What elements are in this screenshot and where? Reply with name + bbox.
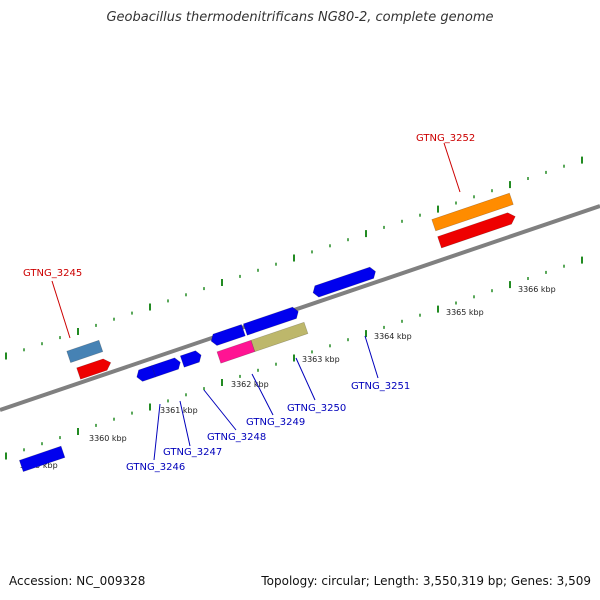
kbp-label-3362: 3362 kbp: [231, 380, 269, 389]
leader-line-gtng-3252: [443, 142, 461, 193]
gene-gtng-3246-feature: [136, 365, 157, 382]
gene-gtng-3250-feature: [242, 306, 299, 336]
gene-label-gtng-3247[interactable]: GTNG_3247: [163, 447, 222, 458]
map-title: Geobacillus thermodenitrificans NG80-2, …: [106, 10, 494, 25]
gene-label-gtng-3251[interactable]: GTNG_3251: [351, 381, 410, 392]
leader-line-gtng-3245: [51, 280, 71, 339]
kbp-label-3360: 3360 kbp: [89, 434, 127, 443]
leader-line-gtng-3246: [153, 403, 161, 461]
leader-line-gtng-3248: [203, 389, 237, 431]
gene-blue-left-edge: [18, 445, 66, 473]
kbp-label-3361: 3361 kbp: [160, 406, 198, 415]
gene-gtng-3251-feature: [312, 266, 376, 298]
gene-label-gtng-3252[interactable]: GTNG_3252: [416, 133, 475, 144]
kbp-label-3364: 3364 kbp: [374, 332, 412, 341]
gene-label-gtng-3248[interactable]: GTNG_3248: [207, 432, 266, 443]
gene-gtng-3248-feature: [179, 350, 202, 368]
gene-red-small: [76, 358, 112, 380]
gene-gtng-3245-feature: [66, 339, 104, 363]
kbp-label-3366: 3366 kbp: [518, 285, 556, 294]
gene-khaki: [250, 321, 309, 352]
gene-label-gtng-3249[interactable]: GTNG_3249: [246, 417, 305, 428]
topology-summary: Topology: circular; Length: 3,550,319 bp…: [261, 574, 591, 588]
genome-backbone: [0, 204, 600, 412]
gene-label-gtng-3246[interactable]: GTNG_3246: [126, 462, 185, 473]
gene-red-large: [437, 212, 516, 249]
leader-line-gtng-3247: [179, 400, 191, 447]
leader-line-gtng-3249: [251, 373, 274, 416]
upper-tick-track: [5, 156, 583, 360]
gene-label-gtng-3250[interactable]: GTNG_3250: [287, 403, 346, 414]
gene-gtng-3249-feature: [210, 324, 246, 346]
kbp-label-3365: 3365 kbp: [446, 308, 484, 317]
gene-label-gtng-3245[interactable]: GTNG_3245: [23, 268, 82, 279]
kbp-label-3363: 3363 kbp: [302, 355, 340, 364]
gene-gtng-3252-feature: [431, 192, 514, 232]
leader-line-gtng-3251: [364, 335, 379, 379]
lower-tick-track: [5, 256, 583, 460]
leader-line-gtng-3250: [295, 357, 316, 401]
accession-text: Accession: NC_009328: [9, 574, 146, 588]
gene-gtng-3247-feature: [151, 357, 181, 378]
